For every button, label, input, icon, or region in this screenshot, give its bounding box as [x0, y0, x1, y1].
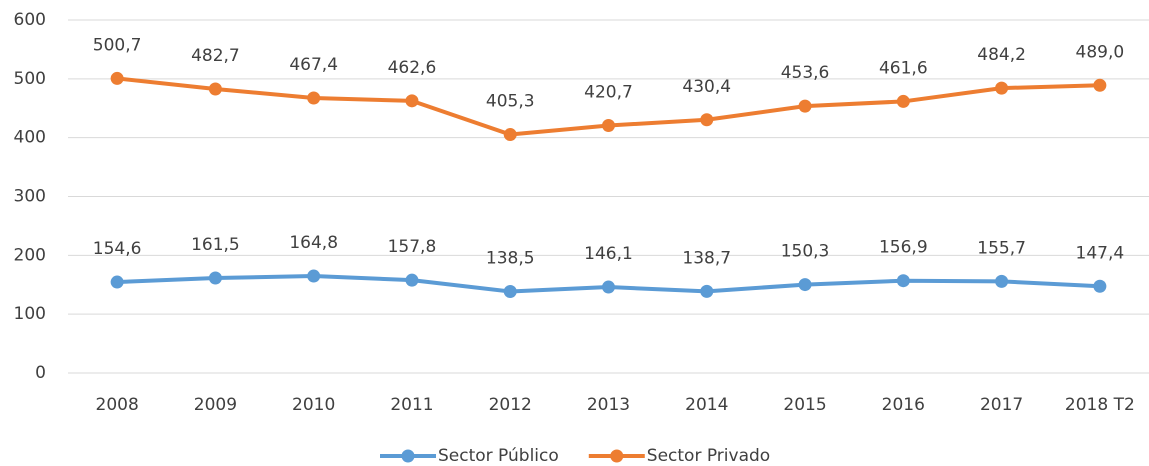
data-label: 161,5: [191, 235, 240, 255]
legend-label: Sector Privado: [647, 446, 770, 466]
data-label: 420,7: [584, 82, 633, 102]
data-label: 157,8: [388, 237, 437, 257]
point: [307, 269, 321, 283]
data-label: 156,9: [879, 238, 928, 258]
data-label: 467,4: [289, 55, 338, 75]
x-tick-label: 2009: [194, 395, 237, 415]
y-tick-label: 100: [14, 304, 46, 324]
point: [208, 271, 222, 285]
data-label: 138,7: [682, 248, 731, 268]
point: [700, 113, 714, 127]
x-tick-label: 2016: [882, 395, 925, 415]
data-label: 147,4: [1076, 243, 1125, 263]
x-tick-label: 2017: [980, 395, 1023, 415]
point: [995, 274, 1009, 288]
point: [405, 94, 419, 108]
x-tick-label: 2018 T2: [1065, 395, 1135, 415]
point: [503, 128, 517, 142]
data-label: 484,2: [977, 45, 1026, 65]
y-tick-label: 0: [35, 363, 46, 383]
point: [896, 94, 910, 108]
point: [602, 280, 615, 294]
x-tick-label: 2013: [587, 395, 630, 415]
data-label: 154,6: [93, 239, 142, 259]
x-tick-label: 2008: [96, 395, 139, 415]
data-label: 489,0: [1076, 42, 1125, 62]
point: [1093, 78, 1107, 92]
data-label: 146,1: [584, 244, 633, 264]
data-label: 405,3: [486, 92, 535, 112]
x-tick-label: 2014: [685, 395, 728, 415]
data-label: 500,7: [93, 35, 142, 55]
point: [405, 273, 419, 287]
data-label: 482,7: [191, 46, 240, 66]
data-label: 164,8: [289, 233, 338, 253]
legend-label: Sector Público: [438, 446, 559, 466]
x-tick-label: 2015: [783, 395, 826, 415]
data-label: 138,5: [486, 249, 535, 269]
y-tick-label: 500: [14, 69, 46, 89]
point: [208, 82, 222, 96]
data-label: 461,6: [879, 58, 928, 78]
point: [602, 118, 615, 132]
point: [307, 91, 321, 105]
data-label: 462,6: [388, 58, 437, 78]
point: [1093, 279, 1107, 293]
point: [110, 275, 124, 289]
point: [798, 278, 812, 292]
data-label: 453,6: [781, 63, 830, 83]
point: [896, 274, 910, 288]
point: [110, 71, 124, 85]
x-tick-label: 2010: [292, 395, 335, 415]
y-tick-label: 600: [14, 10, 46, 30]
data-label: 430,4: [682, 77, 731, 97]
x-tick-label: 2012: [489, 395, 532, 415]
data-label: 155,7: [977, 238, 1026, 258]
y-tick-label: 400: [14, 128, 46, 148]
y-tick-label: 200: [14, 245, 46, 265]
y-tick-label: 300: [14, 187, 46, 207]
point: [798, 99, 812, 113]
point: [700, 284, 714, 298]
legend-marker: [401, 449, 415, 463]
x-tick-label: 2011: [390, 395, 433, 415]
point: [503, 285, 517, 299]
point: [995, 81, 1009, 95]
data-label: 150,3: [781, 242, 830, 262]
legend-marker: [610, 449, 624, 463]
